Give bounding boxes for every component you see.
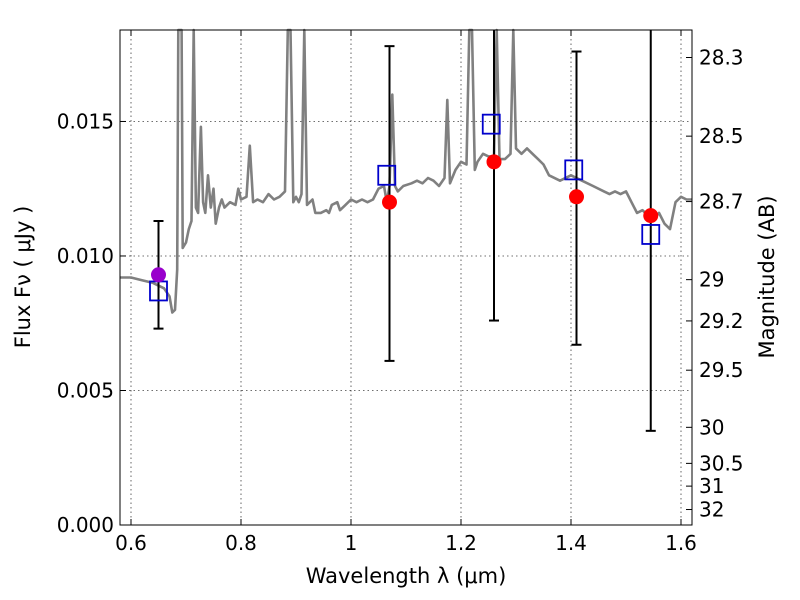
model-square-marker [377, 164, 397, 186]
x-axis-label: Wavelength λ (μm) [306, 564, 507, 588]
x-tick-label: 0.8 [225, 531, 257, 555]
right-tick-label: 32 [699, 498, 724, 522]
axes-ticks: 0.6 0.8 1 1.2 1.4 1.6 0.000 0.005 0.010 0.015 28.3… [57, 30, 744, 555]
x-tick-label: 1.2 [445, 531, 477, 555]
right-tick-label: 28.3 [699, 45, 744, 69]
y-tick-label: 0.000 [57, 513, 114, 537]
right-axis-label: Magnitude (AB) [755, 195, 779, 358]
right-tick-label: 28.5 [699, 124, 744, 148]
y-axis-label: Flux Fν ( μJy ) [11, 206, 35, 349]
model-square-marker [481, 113, 501, 135]
observed-flux-marker [382, 194, 397, 210]
grid [120, 30, 692, 526]
y-tick-label: 0.010 [57, 244, 114, 268]
right-tick-label: 29.5 [699, 358, 744, 382]
plot-data [120, 28, 692, 432]
right-tick-label: 31 [699, 474, 724, 498]
spectrum-line [120, 28, 692, 314]
right-tick-label: 29 [699, 268, 724, 292]
right-tick-label: 30.5 [699, 451, 744, 475]
observed-flux-marker [151, 267, 166, 283]
observed-flux-marker [569, 189, 584, 205]
right-tick-label: 30 [699, 415, 724, 439]
x-tick-label: 1 [345, 531, 358, 555]
model-square-marker [564, 159, 584, 181]
y-tick-label: 0.005 [57, 378, 114, 402]
observed-flux-marker [486, 154, 502, 170]
x-tick-label: 1.4 [555, 531, 587, 555]
x-tick-label: 0.6 [115, 531, 147, 555]
model-square-marker [641, 224, 661, 245]
plot-frame [119, 29, 693, 526]
right-tick-label: 29.2 [699, 309, 744, 333]
observed-flux-marker [643, 208, 659, 224]
y-tick-label: 0.015 [57, 109, 114, 133]
x-tick-label: 1.6 [665, 531, 697, 555]
right-tick-label: 28.7 [699, 190, 744, 214]
